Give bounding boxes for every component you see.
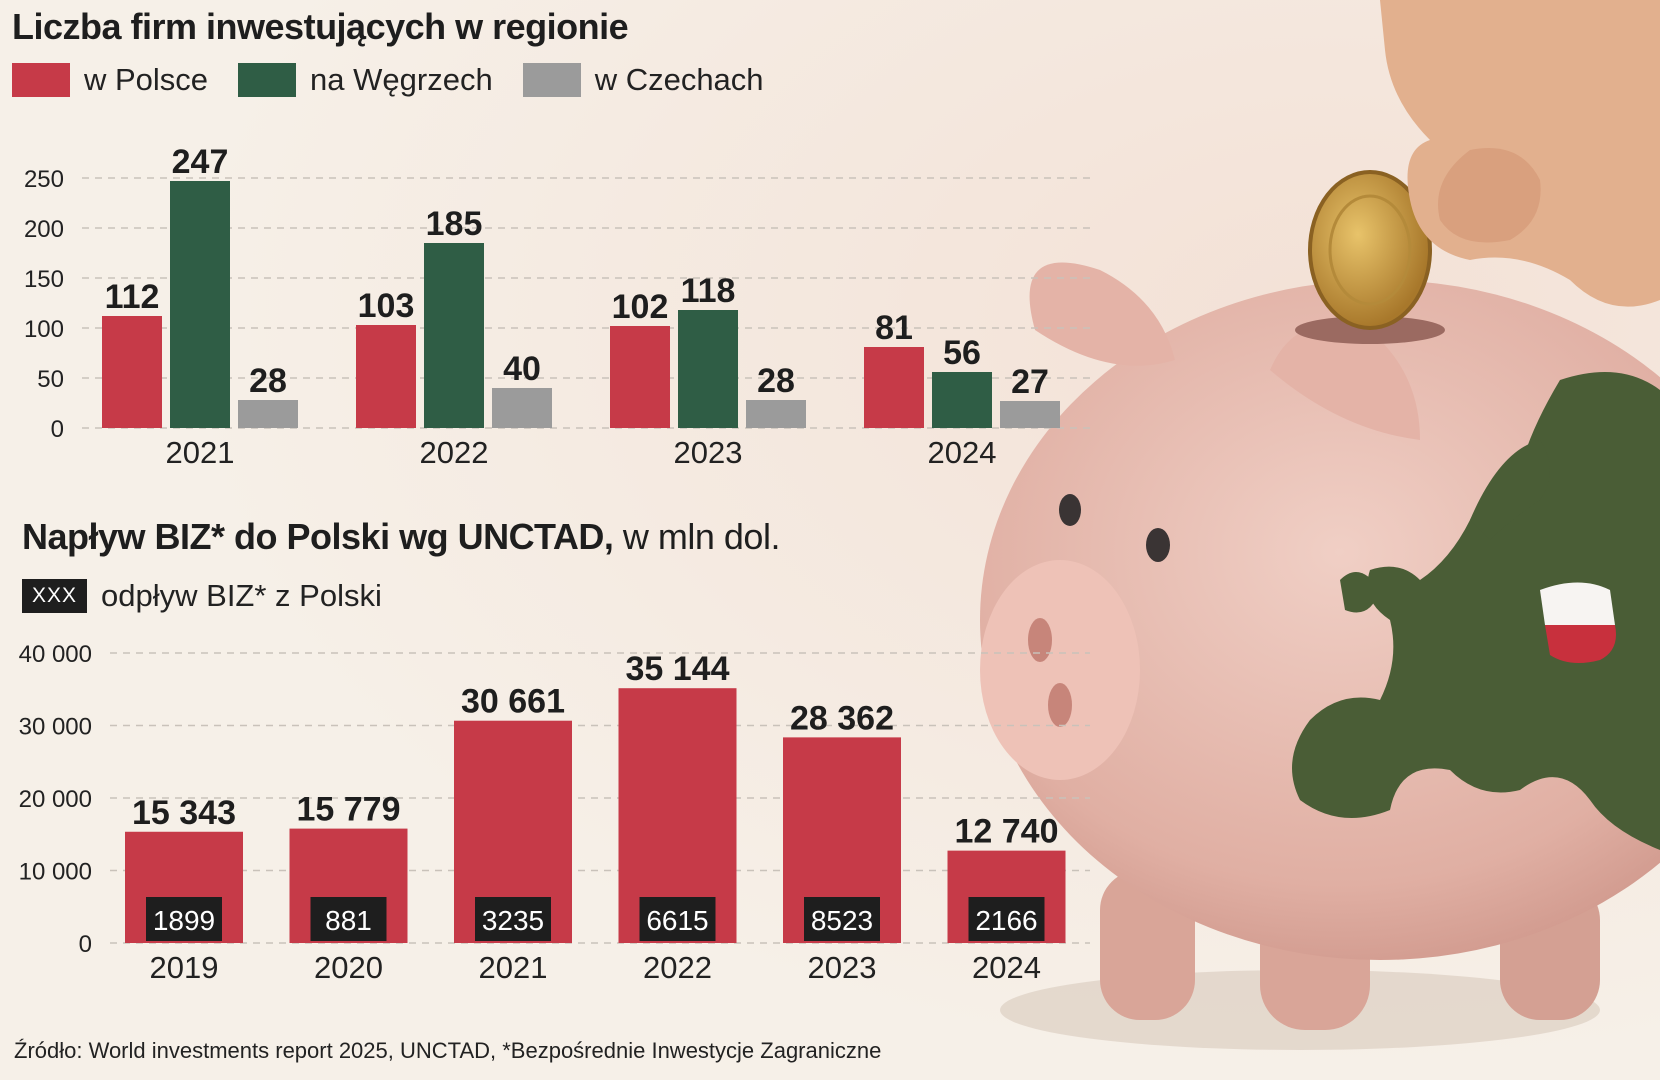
x-tick-label: 2022 — [420, 435, 489, 470]
bar-value-label: 81 — [875, 309, 913, 347]
bar-czech — [492, 388, 552, 428]
bar-value-label: 112 — [105, 278, 160, 316]
y-tick-label: 40 000 — [19, 641, 92, 668]
scandinavia-shape — [1470, 440, 1550, 540]
bar-value-label: 40 — [503, 350, 541, 388]
y-tick-label: 250 — [24, 166, 64, 193]
bar-value-label: 56 — [943, 334, 981, 372]
x-tick-label: 2019 — [150, 950, 219, 985]
bar-value-label: 27 — [1011, 363, 1049, 401]
pig-ear — [1270, 325, 1420, 440]
chart1-title: Liczba firm inwestujących w regionie — [12, 6, 629, 47]
x-tick-label: 2023 — [808, 950, 877, 985]
outflow-value-label: 1899 — [153, 905, 215, 936]
legend-swatch-poland — [12, 63, 70, 97]
legend-item-czech: w Czechach — [522, 62, 764, 98]
x-tick-label: 2022 — [643, 950, 712, 985]
y-tick-label: 50 — [37, 366, 64, 393]
poland-flag-white — [1540, 582, 1615, 625]
coin-rim — [1328, 194, 1412, 306]
bar-value-label: 185 — [426, 205, 483, 243]
legend-label-poland: w Polsce — [84, 62, 209, 97]
chart1-legend: w Polsce na Węgrzech w Czechach — [12, 62, 794, 98]
outflow-legend-label: odpływ BIZ* z Polski — [101, 578, 382, 613]
coin — [1308, 170, 1432, 330]
inflow-value-label: 28 362 — [790, 699, 894, 737]
y-tick-label: 200 — [24, 216, 64, 243]
y-tick-label: 150 — [24, 266, 64, 293]
bar-value-label: 28 — [757, 362, 795, 400]
inflow-value-label: 15 779 — [297, 791, 401, 829]
pig-eye — [1146, 528, 1170, 562]
bar-hungary — [170, 181, 230, 428]
europe-map — [1292, 372, 1660, 850]
outflow-box — [968, 897, 1045, 941]
legend-item-poland: w Polsce — [12, 62, 208, 98]
inflow-value-label: 30 661 — [461, 683, 565, 721]
y-tick-label: 20 000 — [19, 786, 92, 813]
chart2-title-unit: w mln dol. — [613, 516, 781, 557]
chart2-title-main: Napływ BIZ* do Polski wg UNCTAD, — [22, 516, 614, 557]
bar-hungary — [424, 243, 484, 428]
poland-flag-red — [1545, 625, 1616, 664]
y-tick-label: 100 — [24, 316, 64, 343]
outflow-value-label: 6615 — [646, 905, 708, 936]
outflow-box — [310, 897, 387, 941]
legend-label-czech: w Czechach — [594, 62, 764, 97]
outflow-value-label: 2166 — [975, 905, 1037, 936]
outflow-box — [639, 897, 716, 941]
outflow-value-label: 881 — [325, 905, 372, 936]
pig-nostril — [1048, 683, 1072, 727]
inflow-value-label: 15 343 — [132, 794, 236, 832]
outflow-value-label: 3235 — [482, 905, 544, 936]
y-tick-label: 0 — [51, 416, 64, 443]
outflow-box — [146, 897, 222, 941]
inflow-value-label: 35 144 — [626, 650, 730, 688]
chart2-plot: 0 10 000 20 000 30 000 40 000 15 343 1899 2019 1… — [19, 641, 1090, 985]
pig-ear — [1029, 262, 1175, 366]
bar-czech — [746, 400, 806, 428]
bar-poland — [356, 325, 416, 428]
chart2-legend: XXX odpływ BIZ* z Polski — [22, 578, 382, 614]
chart2-title: Napływ BIZ* do Polski wg UNCTAD, w mln d… — [22, 516, 780, 558]
bar-value-label: 103 — [358, 287, 415, 325]
x-tick-label: 2024 — [972, 950, 1041, 985]
y-tick-label: 0 — [79, 931, 92, 958]
outflow-value-label: 8523 — [811, 905, 873, 936]
bar-poland — [610, 326, 670, 428]
bar-value-label: 28 — [249, 362, 287, 400]
x-tick-label: 2020 — [314, 950, 383, 985]
x-tick-label: 2021 — [166, 435, 235, 470]
y-tick-label: 10 000 — [19, 859, 92, 886]
bar-value-label: 247 — [172, 143, 229, 181]
x-tick-label: 2023 — [674, 435, 743, 470]
source-note: Źródło: World investments report 2025, U… — [14, 1038, 882, 1063]
x-tick-label: 2021 — [479, 950, 548, 985]
bar-value-label: 102 — [612, 288, 669, 326]
legend-item-hungary: na Węgrzech — [238, 62, 493, 98]
inflow-value-label: 12 740 — [955, 813, 1059, 851]
bar-hungary — [932, 372, 992, 428]
bar-poland — [864, 347, 924, 428]
chart1-plot: 0 50 100 150 200 250 112 247 28 2021 103 185 40 2022 1… — [24, 143, 1090, 470]
bar-czech — [1000, 401, 1060, 428]
bar-czech — [238, 400, 298, 428]
pig-eye — [1059, 494, 1081, 526]
bar-hungary — [678, 310, 738, 428]
x-tick-label: 2024 — [928, 435, 997, 470]
outflow-box — [475, 897, 551, 941]
outflow-legend-box: XXX — [22, 579, 88, 613]
bar-value-label: 118 — [681, 272, 736, 310]
thumb — [1438, 148, 1541, 243]
legend-label-hungary: na Węgrzech — [310, 62, 493, 97]
bar-poland — [102, 316, 162, 428]
uk-shape — [1340, 572, 1380, 613]
outflow-box — [804, 897, 880, 941]
legend-swatch-czech — [522, 63, 581, 97]
y-tick-label: 30 000 — [19, 714, 92, 741]
legend-swatch-hungary — [238, 63, 297, 97]
pig-nostril — [1028, 618, 1052, 662]
